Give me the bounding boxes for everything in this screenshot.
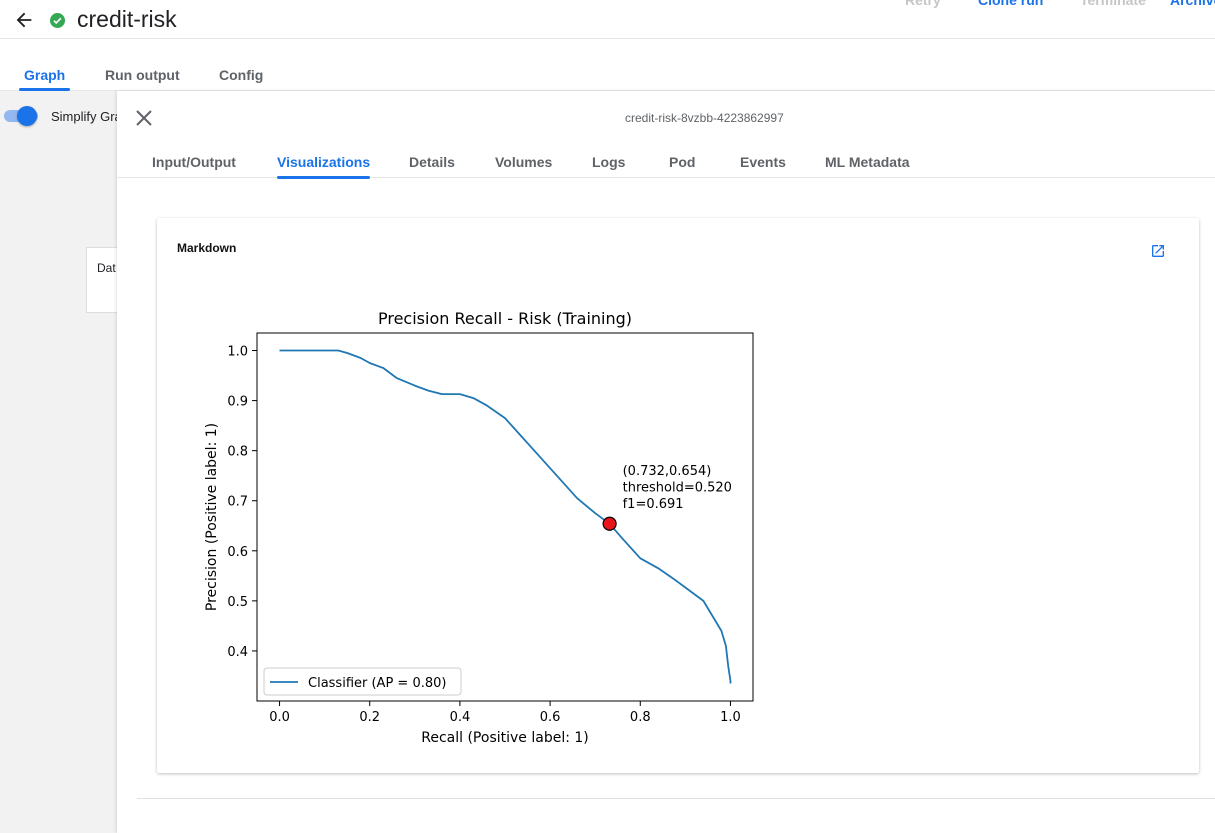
open-in-new-icon[interactable] [1150,243,1166,259]
y-axis-label: Precision (Positive label: 1) [204,423,220,611]
pod-name: credit-risk-8vzbb-4223862997 [625,111,784,125]
x-tick-label: 0.6 [540,710,561,725]
tab-visualizations[interactable]: Visualizations [277,154,371,179]
y-tick-label: 1.0 [227,345,248,360]
tab-run-output[interactable]: Run output [105,67,180,83]
details-tabs: Input/Output Visualizations Details Volu… [117,143,1215,179]
tab-events[interactable]: Events [740,154,786,170]
y-tick-label: 0.6 [227,545,248,560]
tab-details[interactable]: Details [409,154,455,170]
tab-graph[interactable]: Graph [18,67,71,91]
clone-run-button[interactable]: Clone run [978,0,1044,8]
precision-recall-chart: Precision Recall - Risk (Training) 0.0 0.2… [204,309,754,746]
visualization-card: Markdown Precision Recall - Risk (Traini… [157,218,1199,773]
divider [137,798,1215,799]
threshold-annotation: (0.732,0.654) [623,464,712,479]
simplify-graph-toggle[interactable] [4,106,38,126]
top-bar: credit-risk Retry Clone run Terminate Ar… [0,0,1215,39]
y-tick-label: 0.4 [227,645,248,660]
graph-node-label: Dat [97,261,116,275]
legend-entry: Classifier (AP = 0.80) [308,676,446,691]
tab-logs[interactable]: Logs [592,154,626,170]
archive-button[interactable]: Archive [1170,0,1215,8]
back-arrow-icon[interactable] [13,9,35,31]
x-tick-label: 0.0 [269,710,290,725]
chart-title: Precision Recall - Risk (Training) [378,309,632,328]
x-axis-label: Recall (Positive label: 1) [421,730,589,746]
simplify-graph-label: Simplify Graph [51,109,137,124]
x-tick-label: 0.2 [359,710,380,725]
main-tabs: Graph Run output Config [0,38,1215,91]
retry-button[interactable]: Retry [905,0,941,8]
x-tick-label: 0.8 [630,710,651,725]
legend-box [263,667,462,696]
series-line-classifier [279,349,732,684]
x-tick-label: 0.4 [450,710,471,725]
side-panel: credit-risk-8vzbb-4223862997 Input/Outpu… [117,91,1215,833]
tab-volumes[interactable]: Volumes [495,154,553,170]
y-tick-label: 0.7 [227,495,248,510]
graph-pane: Simplify Graph Dat [0,91,148,833]
tab-ml-metadata[interactable]: ML Metadata [825,154,910,170]
close-icon[interactable] [135,109,153,127]
success-check-icon [50,13,65,28]
threshold-annotation: f1=0.691 [623,497,684,512]
tab-input-output[interactable]: Input/Output [152,154,236,170]
toggle-knob [17,106,37,126]
threshold-annotation: threshold=0.520 [623,480,732,495]
x-tick-label: 1.0 [720,710,741,725]
card-title: Markdown [177,241,237,255]
terminate-button[interactable]: Terminate [1080,0,1146,8]
tab-pod[interactable]: Pod [669,154,696,170]
y-tick-label: 0.8 [227,445,248,460]
y-tick-label: 0.5 [227,595,248,610]
threshold-marker [602,516,617,531]
y-tick-label: 0.9 [227,395,248,410]
plot-frame [256,332,754,702]
tab-config[interactable]: Config [219,67,264,83]
run-title: credit-risk [77,6,177,32]
